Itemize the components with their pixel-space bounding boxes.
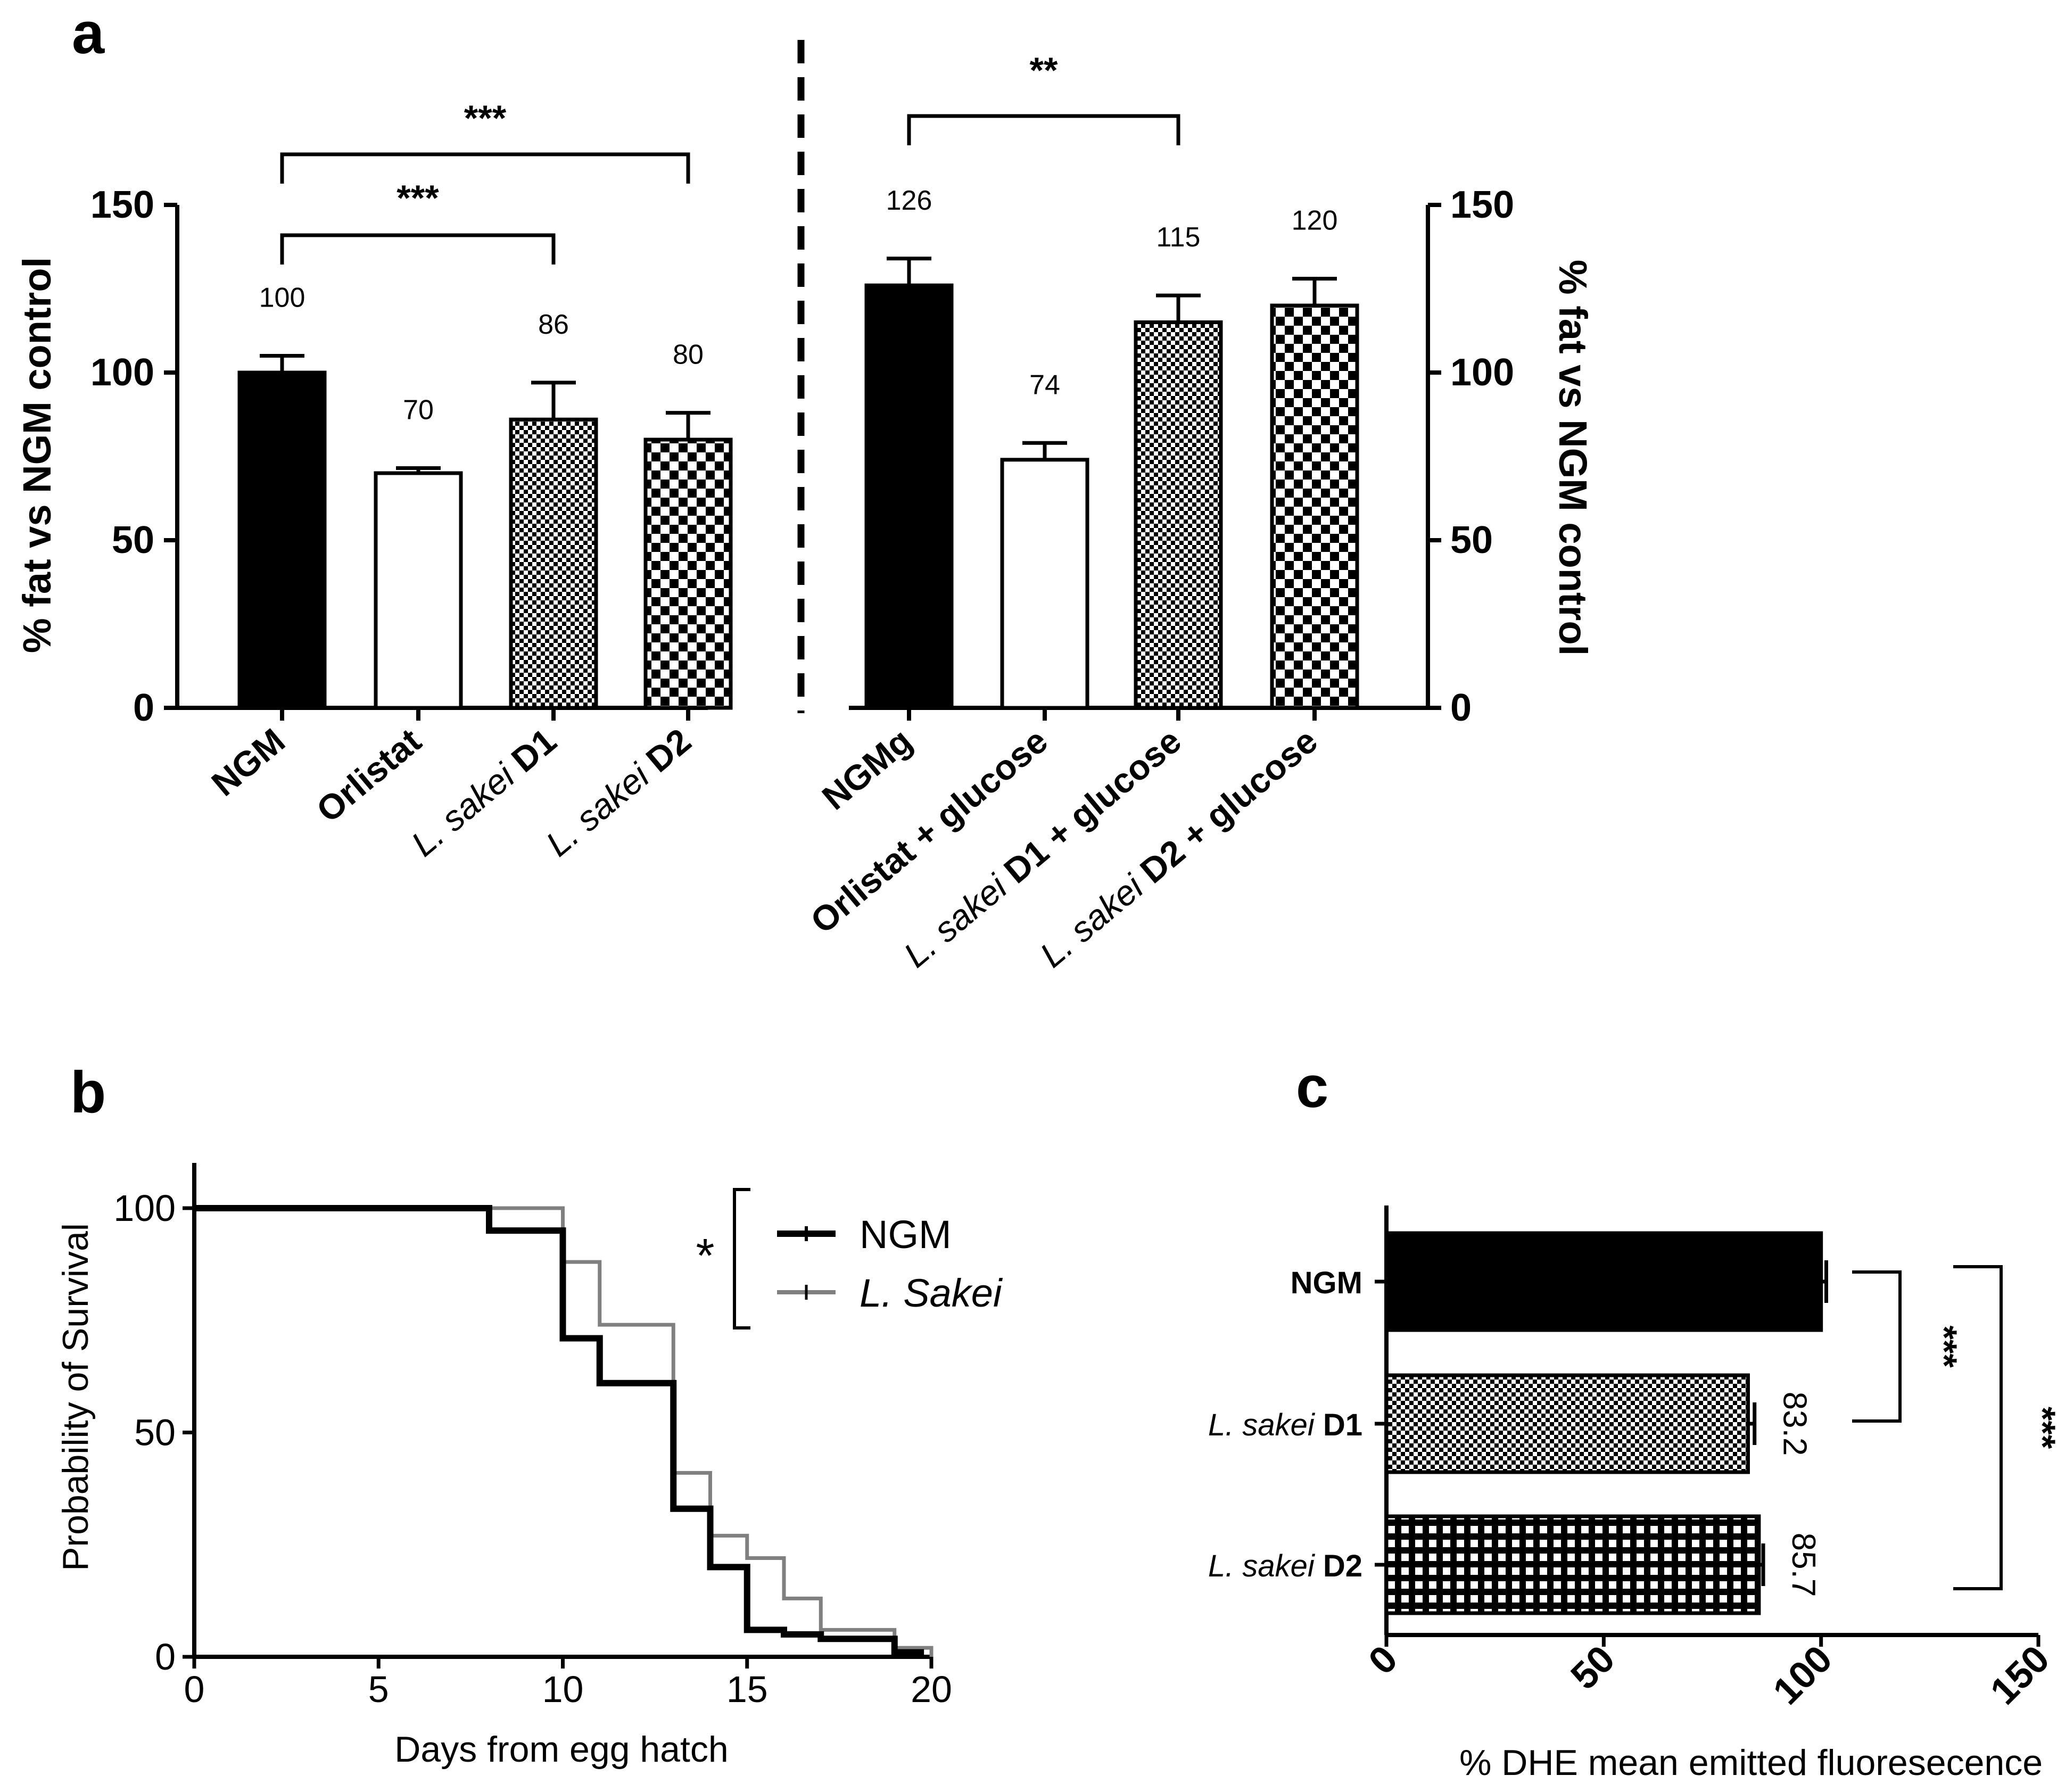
panel-a-category-label: NGM bbox=[204, 721, 292, 804]
panel-b: b Probability of Survival Days from egg … bbox=[55, 1060, 1003, 1770]
panel-a-category-label: L. sakei D2 bbox=[539, 721, 698, 864]
panel-a-category-label: Orlistat bbox=[309, 721, 428, 830]
panel-a-ticks: 0 0 50 50 100 100 150 150 bbox=[90, 184, 1514, 729]
panel-a-right-tick-label: 50 bbox=[1450, 519, 1493, 561]
panel-a-value-label: 70 bbox=[403, 395, 434, 426]
panel-a-bar bbox=[237, 370, 327, 710]
panel-a-significance-bracket bbox=[280, 233, 556, 265]
panel-a-bar bbox=[509, 417, 598, 710]
panel-b-legend: * NGM L. Sakei bbox=[696, 1188, 1003, 1329]
panel-a-bars: 100 70 86 80 126 74 115 120 bbox=[237, 185, 1359, 721]
panel-a-left-tick-label: 50 bbox=[112, 519, 154, 561]
panel-b-x-tick-label: 20 bbox=[911, 1669, 952, 1710]
panel-b-x-tick-label: 15 bbox=[726, 1669, 768, 1710]
panel-b-x-axis-title: Days from egg hatch bbox=[394, 1729, 728, 1770]
panel-a-category-label: L. sakei D1 bbox=[404, 721, 564, 864]
panel-a-value-label: 120 bbox=[1292, 205, 1338, 236]
panel-a-value-label: 74 bbox=[1029, 369, 1060, 400]
panel-c-bar bbox=[1384, 1231, 1823, 1332]
panel-c-significance-stars: *** bbox=[1924, 1325, 1964, 1368]
panel-a-value-label: 115 bbox=[1156, 222, 1201, 253]
panel-a-left-tick-label: 0 bbox=[133, 687, 154, 729]
panel-c-ticks: 0 50 100 150 bbox=[1360, 1635, 2057, 1713]
panel-c-bar bbox=[1384, 1514, 1761, 1615]
panel-a-significance-stars: *** bbox=[396, 178, 439, 218]
panel-b-x-tick-label: 0 bbox=[184, 1669, 205, 1710]
panel-c-significance-stars: *** bbox=[2022, 1407, 2057, 1449]
panel-c-x-tick-label: 50 bbox=[1563, 1638, 1623, 1698]
panel-a-left-tick-label: 100 bbox=[90, 351, 154, 394]
panel-b-x-tick-label: 10 bbox=[542, 1669, 584, 1710]
legend-label-ngm: NGM bbox=[860, 1212, 952, 1257]
panel-c-category-label: L. sakei D1 bbox=[1208, 1408, 1362, 1442]
panel-a-significance-stars: ** bbox=[1030, 50, 1058, 90]
panel-c-value-label: 85.7 bbox=[1785, 1533, 1822, 1597]
panel-c-x-tick-label: 150 bbox=[1982, 1638, 2057, 1713]
legend-label-lsakei: L. Sakei bbox=[860, 1271, 1003, 1315]
panel-c-x-axis-title: % DHE mean emitted fluoresecence bbox=[1459, 1743, 2043, 1783]
panel-b-y-axis-title: Probability of Survival bbox=[55, 1223, 96, 1571]
panel-a-value-label: 80 bbox=[673, 340, 704, 370]
panel-c-label: c bbox=[1296, 1054, 1328, 1120]
panel-a-right-axis-title: % fat vs NGM control bbox=[1551, 260, 1595, 656]
panel-b-ticks: 0 5 10 15 20 0 50 100 bbox=[113, 1187, 952, 1710]
panel-c-significance-bracket bbox=[1953, 1265, 2003, 1590]
panel-c-significance-bracket bbox=[1852, 1270, 1902, 1423]
panel-a-right-tick-label: 150 bbox=[1450, 184, 1514, 226]
panel-a-significance: ******** bbox=[280, 50, 1180, 265]
panel-a-bar bbox=[1134, 320, 1223, 710]
panel-c-value-label: 83.2 bbox=[1777, 1392, 1813, 1456]
panel-a-category-label: NGMg bbox=[815, 721, 919, 817]
panel-b-survival-curves bbox=[194, 1205, 934, 1657]
panel-c-category-label: L. sakei D2 bbox=[1208, 1549, 1362, 1583]
panel-a-bar bbox=[643, 437, 733, 710]
panel-b-x-tick-label: 5 bbox=[368, 1669, 389, 1710]
panel-b-label: b bbox=[70, 1060, 106, 1125]
panel-a-label: a bbox=[72, 1, 105, 66]
panel-a-value-label: 126 bbox=[886, 185, 932, 216]
panel-a-bar bbox=[374, 471, 463, 710]
panel-a-category-label: Orlistat + glucose bbox=[803, 721, 1055, 941]
panel-a-significance-bracket bbox=[280, 152, 690, 184]
panel-b-significance-star: * bbox=[696, 1229, 714, 1283]
panel-a-value-label: 86 bbox=[538, 309, 569, 340]
panel-c-significance: *** *** bbox=[1852, 1265, 2057, 1590]
panel-c-x-tick-label: 100 bbox=[1765, 1638, 1840, 1713]
panel-c-bar bbox=[1384, 1373, 1750, 1474]
panel-c-category-label: NGM bbox=[1291, 1266, 1362, 1300]
panel-c-x-tick-label: 0 bbox=[1360, 1638, 1406, 1683]
panel-b-significance-bracket bbox=[733, 1188, 750, 1329]
panel-a-bar bbox=[864, 283, 954, 710]
panel-b-y-tick-label: 50 bbox=[134, 1412, 176, 1454]
panel-a-value-label: 100 bbox=[259, 283, 305, 313]
panel-a-left-tick-label: 150 bbox=[90, 184, 154, 226]
panel-a-bar bbox=[1000, 458, 1089, 710]
panel-a: a % fat vs NGM control % fat vs NGM cont… bbox=[15, 1, 1595, 975]
panel-a-right-tick-label: 100 bbox=[1450, 351, 1514, 394]
survival-curve-lsakei bbox=[194, 1206, 934, 1657]
panel-c-bars: NGM L. sakei D1 83.2 L. sakei D2 85.7 bbox=[1208, 1231, 1828, 1615]
panel-b-y-tick-label: 100 bbox=[113, 1187, 176, 1229]
panel-a-left-axis-title: % fat vs NGM control bbox=[15, 257, 59, 653]
panel-a-bar bbox=[1270, 303, 1359, 710]
panel-a-significance-stars: *** bbox=[464, 98, 507, 138]
panel-a-right-tick-label: 0 bbox=[1450, 687, 1472, 729]
panel-a-significance-bracket bbox=[907, 114, 1180, 145]
panel-c: c % DHE mean emitted fluoresecence 0 50 10… bbox=[1208, 1054, 2057, 1783]
survival-curve-ngm bbox=[194, 1205, 924, 1656]
panel-b-y-tick-label: 0 bbox=[155, 1636, 176, 1678]
